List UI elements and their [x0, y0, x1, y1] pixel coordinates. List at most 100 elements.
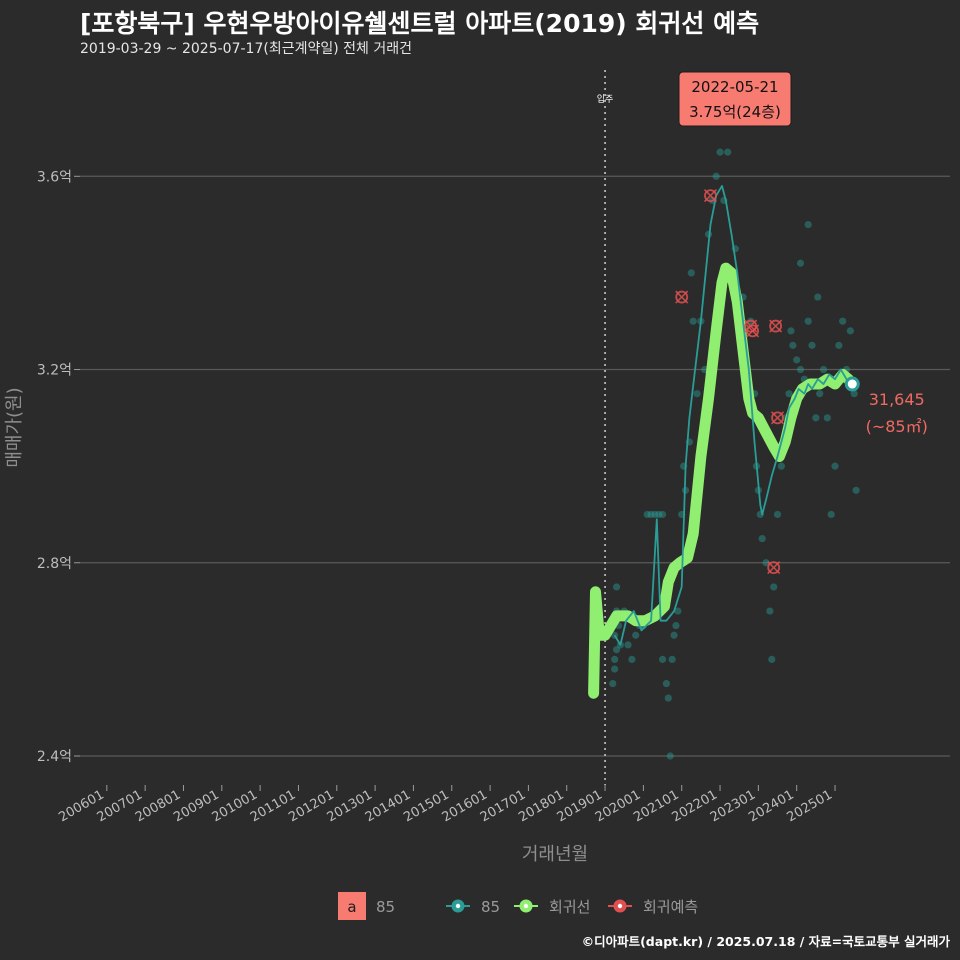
transaction-point	[852, 486, 860, 494]
y-tick-label: 3.2억	[37, 363, 72, 379]
prediction-marker	[771, 411, 784, 425]
transaction-point	[670, 631, 678, 639]
x-axis-title: 거래년월	[522, 844, 588, 865]
transaction-point	[632, 631, 640, 639]
transaction-point	[658, 655, 667, 663]
regression-line	[588, 262, 854, 699]
transaction-point	[804, 317, 812, 325]
transaction-point	[643, 510, 651, 519]
transaction-point	[612, 646, 621, 654]
prediction-cross	[744, 319, 758, 333]
transaction-point	[796, 365, 805, 374]
transaction-point	[666, 752, 674, 760]
transaction-point	[758, 535, 766, 543]
transaction-point	[796, 259, 805, 267]
transaction-point	[827, 510, 835, 519]
annotation-date: 2022-05-21	[691, 78, 778, 96]
legend-item-prediction-dot-center	[617, 903, 623, 909]
transaction-point	[672, 621, 680, 630]
transaction-point	[814, 293, 822, 301]
legend-item-regression-label: 회귀선	[549, 898, 590, 916]
transaction-point	[850, 390, 858, 398]
annotation-price: 3.75억(24층)	[689, 103, 781, 121]
transaction-point	[766, 607, 774, 615]
end-area-label: (~85㎡)	[866, 417, 928, 436]
move-in-label: 입주	[597, 93, 614, 105]
prediction-marker	[675, 290, 689, 304]
annotation-box	[678, 71, 792, 127]
transaction-point	[647, 510, 655, 519]
transaction-point	[651, 510, 659, 519]
y-tick-label: 2.4억	[37, 749, 72, 765]
legend-item-85-label: 85	[481, 898, 500, 916]
transaction-point	[773, 510, 782, 519]
transaction-point	[789, 341, 797, 349]
grid-layer: 입주	[80, 70, 950, 785]
prediction-cross	[703, 189, 718, 203]
transaction-point	[835, 341, 843, 349]
legend-item-prediction-label: 회귀예측	[643, 898, 698, 916]
transaction-point	[770, 583, 778, 591]
transaction-point	[693, 390, 701, 398]
y-tick-label: 3.6억	[37, 169, 72, 185]
end-price-label: 31,645	[869, 390, 925, 409]
transaction-point	[687, 269, 695, 277]
transaction-point	[674, 607, 682, 615]
transaction-point	[846, 327, 854, 335]
transaction-points	[609, 148, 860, 760]
transaction-point	[668, 655, 676, 663]
transaction-point	[839, 317, 847, 325]
chart-title: [포항북구] 우현우방아이유쉘센트럴 아파트(2019) 회귀선 예측	[80, 9, 760, 38]
transaction-point	[787, 327, 795, 335]
transaction-point	[611, 665, 619, 673]
transaction-point	[823, 414, 831, 422]
y-axis-title: 매매가(원)	[4, 387, 25, 467]
legend-item-85-dot-center	[455, 903, 461, 909]
legend-size-label: 85	[376, 898, 395, 916]
transaction-point	[664, 694, 672, 702]
transaction-point	[762, 559, 770, 567]
axis-layer: 2.4억2.8억3.2억3.6억200601200701200801200901…	[4, 169, 836, 865]
transaction-point	[689, 317, 697, 325]
transaction-point	[609, 679, 617, 688]
prediction-marker	[744, 319, 758, 333]
y-tick-label: 2.8억	[37, 556, 72, 572]
prediction-marker	[769, 319, 783, 333]
prediction-cross	[769, 319, 783, 333]
transaction-point	[628, 655, 636, 663]
transaction-point	[777, 462, 785, 470]
transaction-point	[612, 583, 621, 591]
prediction-marker	[704, 189, 717, 203]
transaction-point	[812, 414, 820, 422]
legend-size-key: a	[347, 898, 356, 916]
transaction-point	[804, 220, 812, 229]
transaction-point	[611, 655, 619, 663]
legend-item-regression-dot-center	[523, 903, 529, 909]
transaction-point	[655, 510, 663, 519]
prediction-cross	[767, 561, 781, 575]
prediction-cross	[675, 290, 689, 304]
prediction-markers	[675, 189, 785, 575]
transaction-point	[816, 390, 824, 398]
transaction-point	[831, 462, 839, 470]
chart-subtitle: 2019-03-29 ~ 2025-07-17(최근계약일) 전체 거래건	[80, 41, 412, 57]
transaction-point	[768, 655, 776, 663]
transaction-point	[785, 390, 793, 398]
transaction-point	[808, 341, 816, 349]
transaction-point	[658, 510, 667, 519]
transaction-point	[793, 356, 801, 364]
transaction-point	[712, 172, 720, 180]
transaction-point	[819, 365, 828, 374]
transaction-point	[624, 641, 632, 649]
area85-line	[613, 185, 853, 646]
legend: a 85 85 회귀선 회귀예측	[338, 892, 698, 920]
transaction-point	[724, 148, 732, 156]
last-price-marker	[844, 376, 860, 392]
footer-credit: ©디아파트(dapt.kr) / 2025.07.18 / 자료=국토교통부 실…	[581, 934, 950, 949]
prediction-cross	[770, 411, 785, 425]
series-lines	[588, 185, 854, 699]
legend-size-key-box	[338, 892, 366, 920]
prediction-marker	[767, 561, 781, 575]
